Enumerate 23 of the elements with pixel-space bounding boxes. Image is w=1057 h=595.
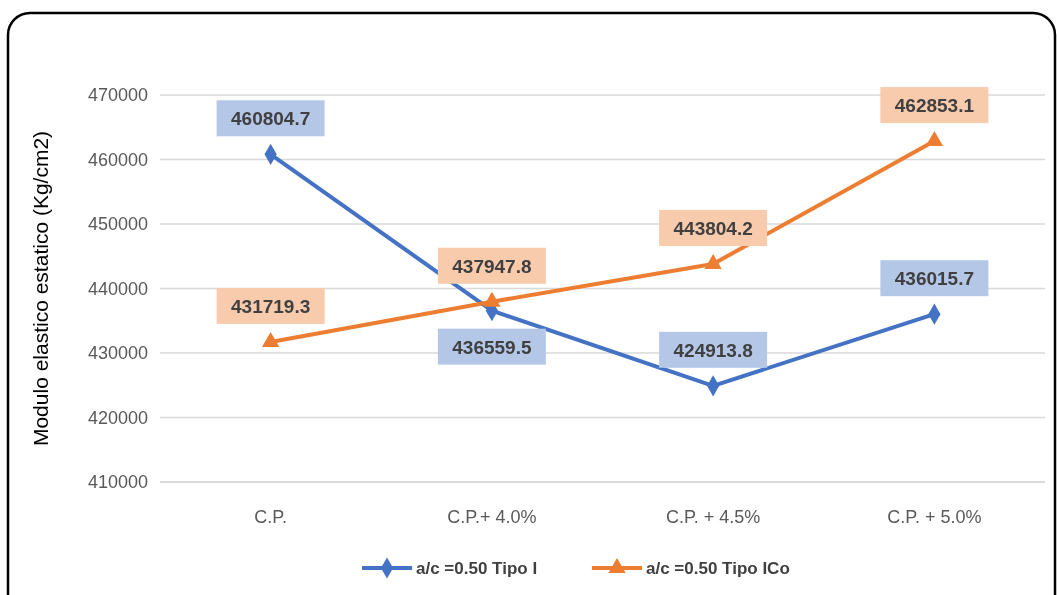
y-tick-label: 410000 [87, 472, 148, 492]
data-label: 437947.8 [452, 255, 532, 277]
x-tick-label: C.P. + 5.0% [887, 507, 982, 527]
x-tick-label: C.P.+ 4.0% [447, 507, 537, 527]
data-label: 424913.8 [673, 339, 753, 361]
x-tick-label: C.P. [254, 507, 287, 527]
data-label: 443804.2 [673, 217, 753, 239]
data-label: 431719.3 [231, 295, 311, 317]
y-tick-label: 440000 [87, 278, 148, 299]
x-tick-label: C.P. + 4.5% [666, 507, 761, 527]
legend-label: a/c =0.50 Tipo ICo [646, 559, 790, 578]
point [925, 131, 944, 147]
y-tick-label: 450000 [87, 214, 148, 234]
data-label: 460804.7 [231, 108, 311, 130]
data-label: 462853.1 [894, 95, 975, 117]
y-tick-label: 460000 [87, 149, 148, 170]
legend-label: a/c =0.50 Tipo I [416, 559, 538, 578]
y-tick-label: 420000 [87, 407, 148, 428]
y-tick-label: 430000 [87, 343, 148, 363]
y-tick-label: 470000 [87, 85, 148, 105]
y-axis-title: Modulo elastico estatico (Kg/cm2) [29, 130, 52, 447]
data-label: 436559.5 [452, 336, 532, 358]
data-label: 436015.7 [894, 268, 974, 290]
